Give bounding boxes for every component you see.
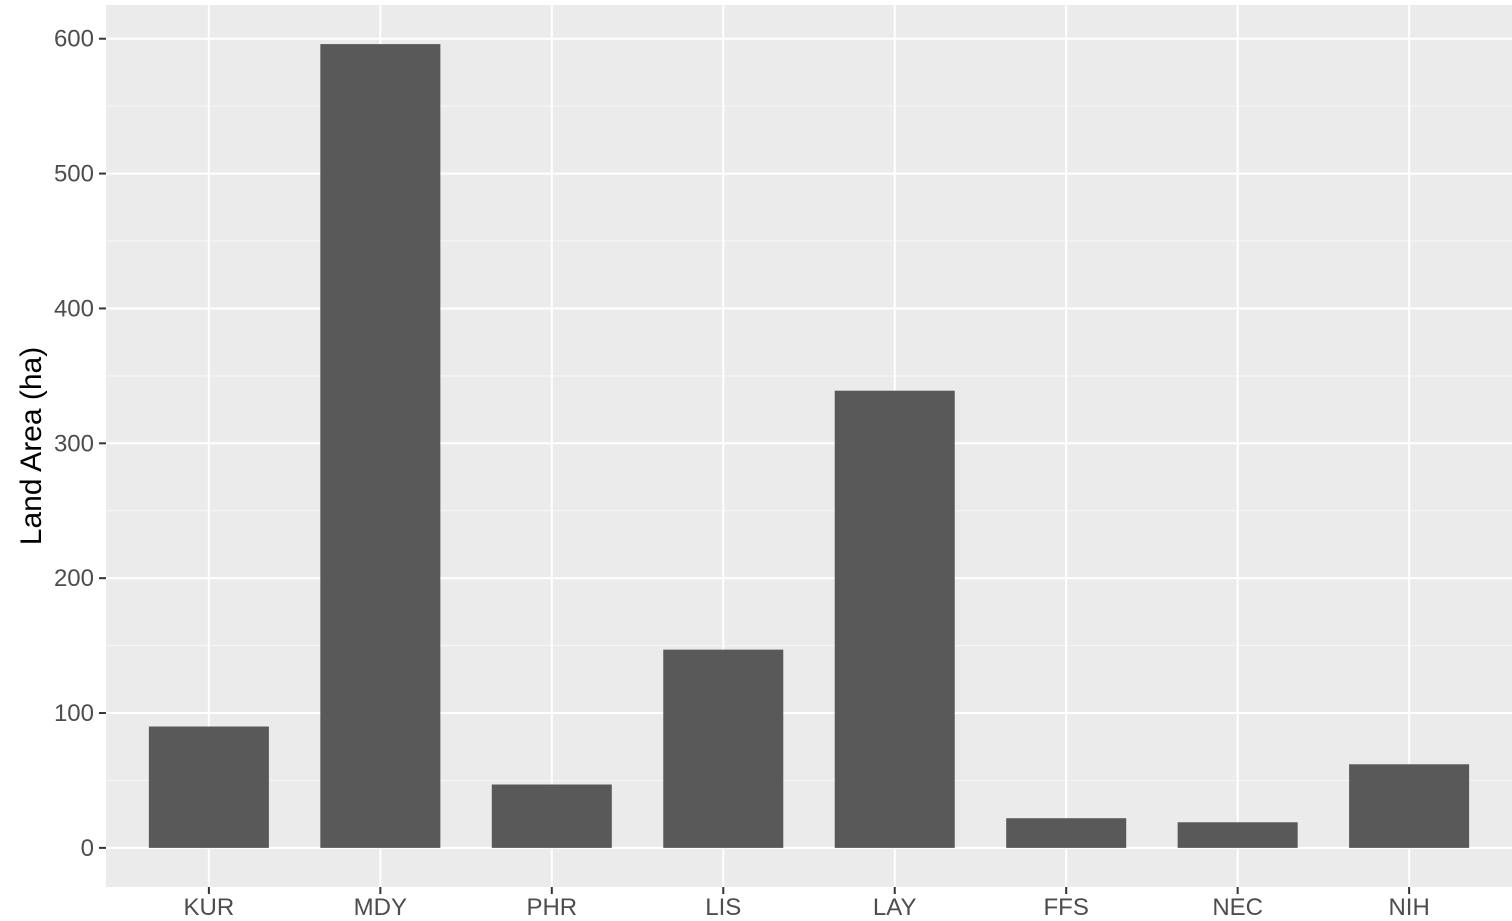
bar-kur xyxy=(148,726,269,848)
y-axis-title: Land Area (ha) xyxy=(15,347,48,545)
x-tick-label: MDY xyxy=(354,894,407,921)
x-axis: KUR MDY PHR LIS LAY FFS NEC NIH xyxy=(184,887,1430,921)
plot-panel xyxy=(106,5,1512,887)
bar-lis xyxy=(663,649,784,848)
bar-lay xyxy=(834,390,955,848)
bars-group xyxy=(148,44,1470,848)
x-tick-label: LIS xyxy=(705,894,741,921)
x-tick-label: FFS xyxy=(1044,894,1089,921)
x-tick-label: LAY xyxy=(873,894,917,921)
bar-phr xyxy=(491,784,612,848)
y-tick-label: 300 xyxy=(54,430,94,457)
x-tick-label: NEC xyxy=(1212,894,1263,921)
x-tick-label: PHR xyxy=(526,894,577,921)
y-tick-label: 600 xyxy=(54,26,94,53)
x-tick-label: KUR xyxy=(184,894,235,921)
y-tick-label: 500 xyxy=(54,161,94,188)
x-tick-label: NIH xyxy=(1388,894,1429,921)
y-tick-label: 400 xyxy=(54,295,94,322)
y-tick-label: 100 xyxy=(54,700,94,727)
bar-ffs xyxy=(1006,818,1127,848)
bar-nih xyxy=(1349,764,1470,848)
bar-mdy xyxy=(320,44,441,848)
y-tick-label: 200 xyxy=(54,565,94,592)
y-tick-label: 0 xyxy=(81,835,94,862)
y-axis: 0 100 200 300 400 500 600 xyxy=(54,26,106,862)
bar-nec xyxy=(1177,822,1298,848)
